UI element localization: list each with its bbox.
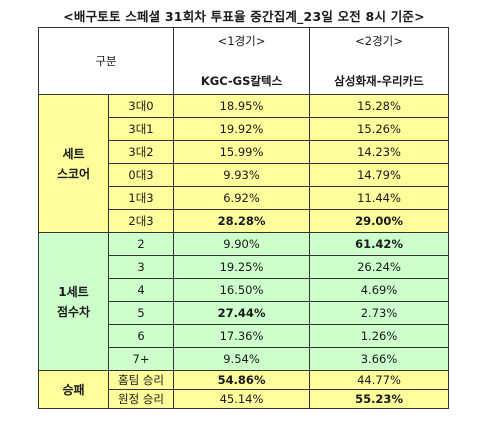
group-label-line: 스코어 [56, 166, 91, 181]
row-label: 3대2 [107, 140, 175, 164]
table-row: 3대2 15.99% 14.23% [38, 140, 450, 164]
row-label: 0대3 [107, 163, 175, 187]
game1-value: 9.90% [173, 232, 311, 256]
table-row: 세트 스코어 3대0 18.95% 15.28% [38, 94, 450, 233]
group-label-line: 1세트 [58, 284, 89, 299]
game2-value: 15.26% [309, 117, 450, 141]
game1-value: 19.25% [173, 255, 311, 279]
game2-label: <2경기> [355, 34, 403, 48]
row-label: 홈팀 승리 [107, 370, 175, 390]
game2-value: 4.69% [309, 278, 450, 302]
group-set-score: 세트 스코어 [38, 94, 109, 233]
game1-teams: KGC-GS칼텍스 [200, 74, 283, 88]
game1-value: 9.93% [173, 163, 311, 187]
game2-value: 44.77% [309, 370, 450, 390]
vote-rate-table: 구분 <1경기> KGC-GS칼텍스 <2경기> 삼성화재-우리카드 세트 스코… [37, 27, 450, 409]
header-row: 구분 <1경기> KGC-GS칼텍스 <2경기> 삼성화재-우리카드 [37, 27, 450, 95]
game2-value: 15.28% [309, 94, 450, 118]
group-label-line: 세트 [62, 146, 85, 161]
row-label: 6 [107, 324, 175, 348]
table-row: 원정 승리 45.14% 55.23% [38, 389, 450, 409]
row-label: 1대3 [107, 186, 175, 210]
game2-value: 14.23% [309, 140, 450, 164]
row-label: 4 [107, 278, 175, 302]
game1-value: 27.44% [173, 301, 311, 325]
table-row: 2대3 28.28% 29.00% [38, 209, 450, 233]
row-label: 원정 승리 [107, 389, 175, 409]
game1-value: 16.50% [173, 278, 311, 302]
table-row: 6 17.36% 1.26% [38, 324, 450, 348]
table-row: 1대3 6.92% 11.44% [38, 186, 450, 210]
row-label: 3대1 [107, 117, 175, 141]
category-header: 구분 [37, 27, 175, 95]
game2-value: 55.23% [309, 389, 450, 409]
table-row: 1세트 점수차 2 9.90% 61.42% [38, 232, 450, 371]
game1-header: <1경기> KGC-GS칼텍스 [173, 27, 311, 95]
group-set-points: 1세트 점수차 [38, 232, 109, 371]
game1-value: 17.36% [173, 324, 311, 348]
game1-value: 54.86% [173, 370, 311, 390]
game1-value: 19.92% [173, 117, 311, 141]
table-row: 3 19.25% 26.24% [38, 255, 450, 279]
page-title: <배구토토 스페셜 31회차 투표율 중간집계_23일 오전 8시 기준> [63, 9, 425, 24]
game2-header: <2경기> 삼성화재-우리카드 [309, 27, 450, 95]
game2-teams: 삼성화재-우리카드 [334, 74, 424, 88]
row-label: 2 [107, 232, 175, 256]
game2-value: 26.24% [309, 255, 450, 279]
game1-value: 28.28% [173, 209, 311, 233]
game1-value: 6.92% [173, 186, 311, 210]
row-label: 2대3 [107, 209, 175, 233]
table-row: 0대3 9.93% 14.79% [38, 163, 450, 187]
game2-value: 2.73% [309, 301, 450, 325]
game1-value: 45.14% [173, 389, 311, 409]
row-label: 5 [107, 301, 175, 325]
game2-value: 1.26% [309, 324, 450, 348]
game1-value: 9.54% [173, 347, 311, 371]
row-label: 7+ [107, 347, 175, 371]
row-label: 3대0 [107, 94, 175, 118]
game1-value: 15.99% [173, 140, 311, 164]
row-label: 3 [107, 255, 175, 279]
game2-value: 61.42% [309, 232, 450, 256]
table-row: 3대1 19.92% 15.26% [38, 117, 450, 141]
game2-value: 29.00% [309, 209, 450, 233]
table-row: 7+ 9.54% 3.66% [38, 347, 450, 371]
group-win-loss: 승패 [38, 370, 109, 409]
table-row: 승패 홈팀 승리 54.86% 44.77% [38, 370, 450, 409]
game1-value: 18.95% [173, 94, 311, 118]
group-label-line: 점수차 [56, 304, 91, 319]
game2-value: 11.44% [309, 186, 450, 210]
game1-label: <1경기> [217, 34, 266, 48]
game2-value: 14.79% [309, 163, 450, 187]
game2-value: 3.66% [309, 347, 450, 371]
